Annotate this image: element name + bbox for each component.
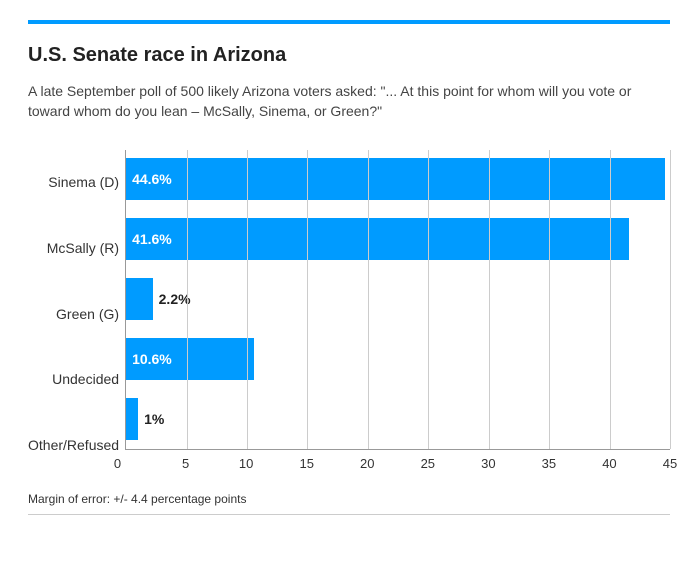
chart-title: U.S. Senate race in Arizona [28, 44, 670, 67]
category-label: Undecided [28, 349, 119, 409]
x-tick-label: 45 [663, 456, 677, 471]
x-tick-label: 15 [299, 456, 313, 471]
bar: 41.6% [126, 218, 629, 260]
x-tick-label: 30 [481, 456, 495, 471]
bar-row: 10.6% [126, 329, 670, 389]
x-tick-label: 35 [542, 456, 556, 471]
bar-value-label: 1% [144, 411, 164, 427]
bar-value-label: 41.6% [132, 231, 172, 247]
bottom-rule [28, 514, 670, 515]
category-label: McSally (R) [28, 218, 119, 278]
gridline [368, 150, 369, 449]
chart-subtitle: A late September poll of 500 likely Ariz… [28, 81, 670, 122]
x-tick-label: 20 [360, 456, 374, 471]
category-label: Green (G) [28, 284, 119, 344]
x-tick-label: 10 [239, 456, 253, 471]
chart-footnote: Margin of error: +/- 4.4 percentage poin… [28, 492, 670, 506]
bar-row: 2.2% [126, 269, 670, 329]
bar [126, 278, 153, 320]
bars-container: 44.6% 41.6% 2.2% 10.6% 1% [126, 150, 670, 449]
bar: 10.6% [126, 338, 254, 380]
plot-area: 44.6% 41.6% 2.2% 10.6% 1% [125, 150, 670, 450]
gridline [549, 150, 550, 449]
gridline [187, 150, 188, 449]
chart: Sinema (D)McSally (R)Green (G)UndecidedO… [28, 150, 670, 478]
gridline [670, 150, 671, 449]
bar-row: 1% [126, 389, 670, 449]
x-tick-label: 40 [602, 456, 616, 471]
bar-row: 41.6% [126, 209, 670, 269]
x-tick-label: 25 [421, 456, 435, 471]
bar [126, 398, 138, 440]
bar-value-label: 44.6% [132, 171, 172, 187]
gridline [610, 150, 611, 449]
y-axis-labels: Sinema (D)McSally (R)Green (G)UndecidedO… [28, 150, 125, 478]
accent-rule [28, 20, 670, 24]
gridline [489, 150, 490, 449]
x-tick-label: 0 [114, 456, 121, 471]
gridline [307, 150, 308, 449]
x-tick-label: 5 [182, 456, 189, 471]
category-label: Other/Refused [28, 415, 119, 475]
bar-value-label: 10.6% [132, 351, 172, 367]
gridline [428, 150, 429, 449]
bar: 44.6% [126, 158, 665, 200]
category-label: Sinema (D) [28, 152, 119, 212]
gridline [247, 150, 248, 449]
x-axis: 051015202530354045 [125, 450, 670, 478]
bar-row: 44.6% [126, 150, 670, 210]
